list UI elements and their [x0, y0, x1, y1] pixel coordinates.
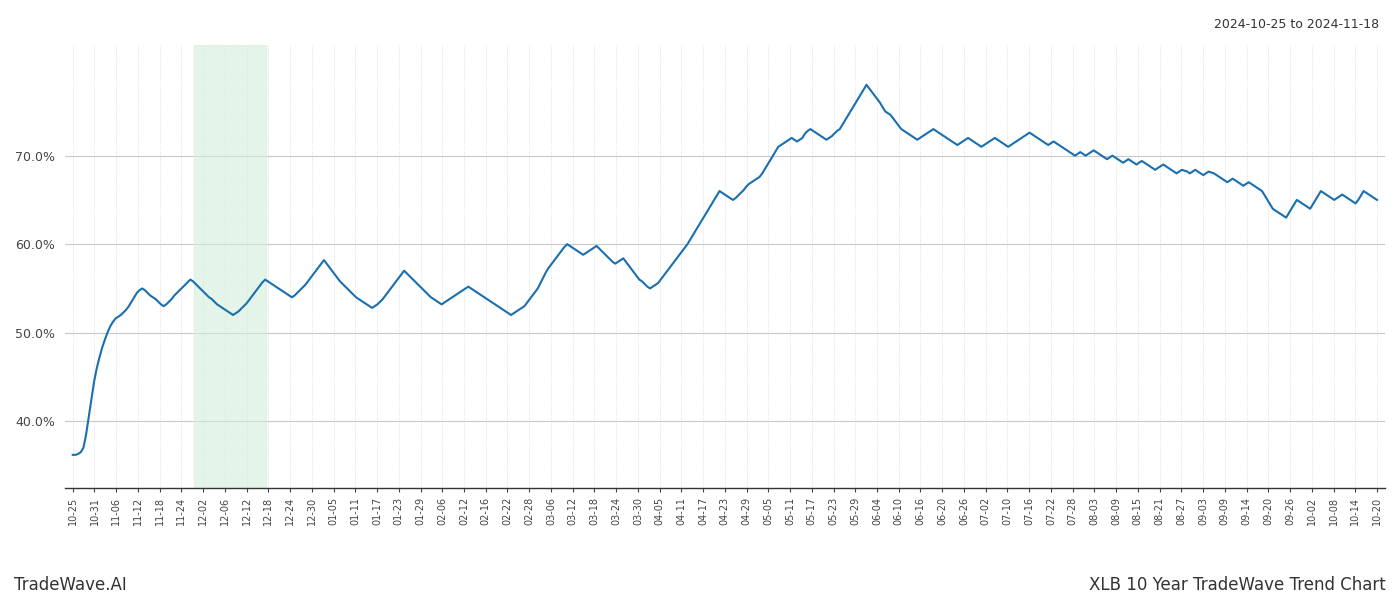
Text: XLB 10 Year TradeWave Trend Chart: XLB 10 Year TradeWave Trend Chart: [1089, 576, 1386, 594]
Text: 2024-10-25 to 2024-11-18: 2024-10-25 to 2024-11-18: [1214, 18, 1379, 31]
Text: TradeWave.AI: TradeWave.AI: [14, 576, 127, 594]
Bar: [195, 45, 266, 488]
